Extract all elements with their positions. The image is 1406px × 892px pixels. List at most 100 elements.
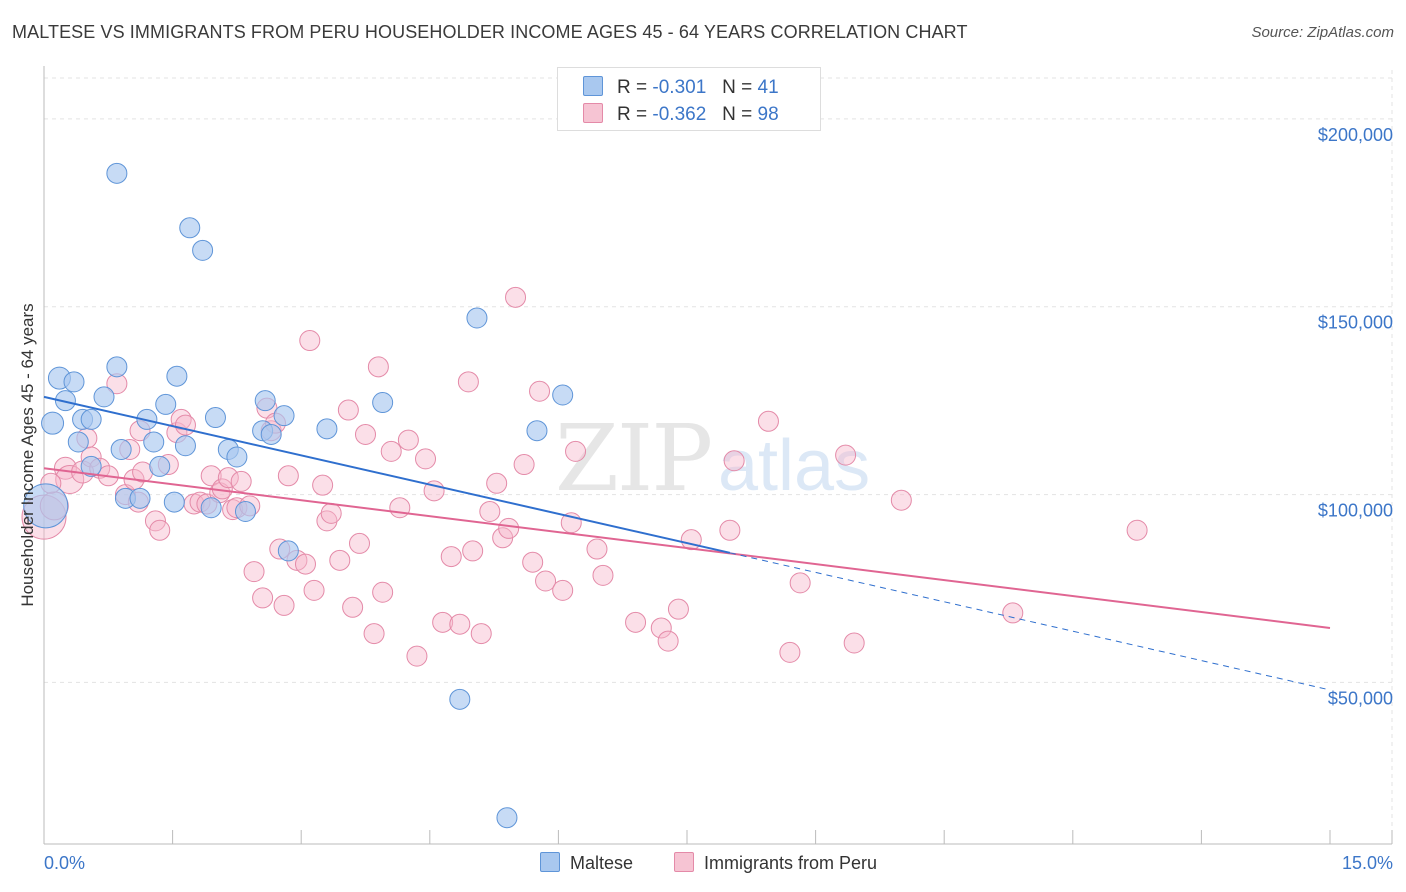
trend-lines (43, 395, 1331, 691)
maltese-point (372, 392, 394, 414)
grid (44, 70, 1393, 844)
legend-n-value-peru: 98 (757, 104, 779, 125)
peru-point (273, 594, 295, 616)
peru-point (779, 641, 801, 663)
maltese-point (23, 483, 69, 529)
peru-point (380, 440, 402, 462)
bottom-legend-label-peru: Immigrants from Peru (704, 853, 878, 873)
maltese-point (192, 239, 214, 261)
peru-point (174, 414, 196, 436)
y-tick-label: $50,000 (1328, 688, 1393, 708)
peru-point (149, 519, 171, 541)
peru-point (835, 444, 857, 466)
watermark-zip: ZIP (555, 405, 711, 512)
maltese-point (234, 500, 256, 522)
peru-point (657, 630, 679, 652)
peru-point (348, 532, 370, 554)
legend: R = -0.301 N = 41 R = -0.362 N = 98 (557, 67, 821, 131)
maltese-point (526, 420, 548, 442)
x-tick-label: 0.0% (44, 853, 85, 873)
peru-point (367, 356, 389, 378)
peru-trend-line (43, 467, 1331, 629)
y-tick-label: $200,000 (1318, 125, 1393, 145)
peru-point (843, 632, 865, 654)
peru-point (299, 330, 321, 352)
peru-point (303, 579, 325, 601)
peru-point (522, 551, 544, 573)
peru-point (529, 380, 551, 402)
peru-point (1126, 519, 1148, 541)
legend-n-value-maltese: 41 (757, 77, 779, 98)
peru-point (337, 399, 359, 421)
peru-point (415, 448, 437, 470)
maltese-point (496, 807, 518, 829)
peru-point (719, 519, 741, 541)
maltese-point (63, 371, 85, 393)
axis-labels: $50,000 $100,000 $150,000 $200,000 0.0% 15.0%… (18, 125, 1393, 873)
maltese-point (466, 307, 488, 329)
peru-point (470, 623, 492, 645)
peru-point (252, 587, 274, 609)
peru-point (498, 517, 520, 539)
peru-point (372, 581, 394, 603)
peru-point (565, 440, 587, 462)
peru-point (406, 645, 428, 667)
peru-point (243, 561, 265, 583)
y-tick-label: $150,000 (1318, 313, 1393, 333)
peru-point (342, 596, 364, 618)
peru-point (1002, 602, 1024, 624)
legend-r-value-maltese: -0.301 (652, 77, 707, 98)
bottom-legend-swatch-maltese (540, 852, 560, 872)
peru-point (449, 613, 471, 635)
peru-point (277, 465, 299, 487)
maltese-point (67, 431, 89, 453)
maltese-point (106, 356, 128, 378)
peru-point (440, 546, 462, 568)
peru-point (505, 286, 527, 308)
maltese-point (277, 540, 299, 562)
axes (43, 66, 1393, 845)
maltese-point (166, 365, 188, 387)
peru-point (479, 500, 501, 522)
bottom-legend-peru: Immigrants from Peru (674, 852, 877, 874)
maltese-trend-extension (729, 552, 1331, 691)
watermark-atlas: atlas (718, 426, 870, 506)
legend-swatch-peru (583, 103, 603, 123)
peru-point (680, 529, 702, 551)
maltese-point (260, 423, 282, 445)
peru-point (329, 549, 351, 571)
maltese-point (129, 487, 151, 509)
peru-point (457, 371, 479, 393)
maltese-point (254, 390, 276, 412)
maltese-point (316, 418, 338, 440)
maltese-point (110, 438, 132, 460)
peru-point (535, 570, 557, 592)
peru-point (667, 598, 689, 620)
peru-point (294, 553, 316, 575)
peru-point (890, 489, 912, 511)
maltese-point (174, 435, 196, 457)
peru-point (513, 454, 535, 476)
legend-r-value-peru: -0.362 (652, 104, 707, 125)
legend-row-peru: R = -0.362 N = 98 (583, 103, 779, 125)
maltese-point (106, 162, 128, 184)
legend-row-maltese: R = -0.301 N = 41 (583, 76, 779, 98)
legend-n-label: N = (722, 104, 753, 125)
peru-point (586, 538, 608, 560)
maltese-point (155, 393, 177, 415)
maltese-point (449, 688, 471, 710)
maltese-point (273, 405, 295, 427)
watermark: ZIP atlas (555, 405, 870, 512)
peru-point (397, 429, 419, 451)
maltese-point (226, 446, 248, 468)
source-label: Source: ZipAtlas.com (1251, 24, 1394, 41)
maltese-series (23, 162, 574, 829)
maltese-point (204, 407, 226, 429)
peru-point (320, 502, 342, 524)
peru-point (592, 564, 614, 586)
peru-point (486, 472, 508, 494)
peru-point (625, 611, 647, 633)
maltese-point (80, 455, 102, 477)
maltese-point (179, 217, 201, 239)
